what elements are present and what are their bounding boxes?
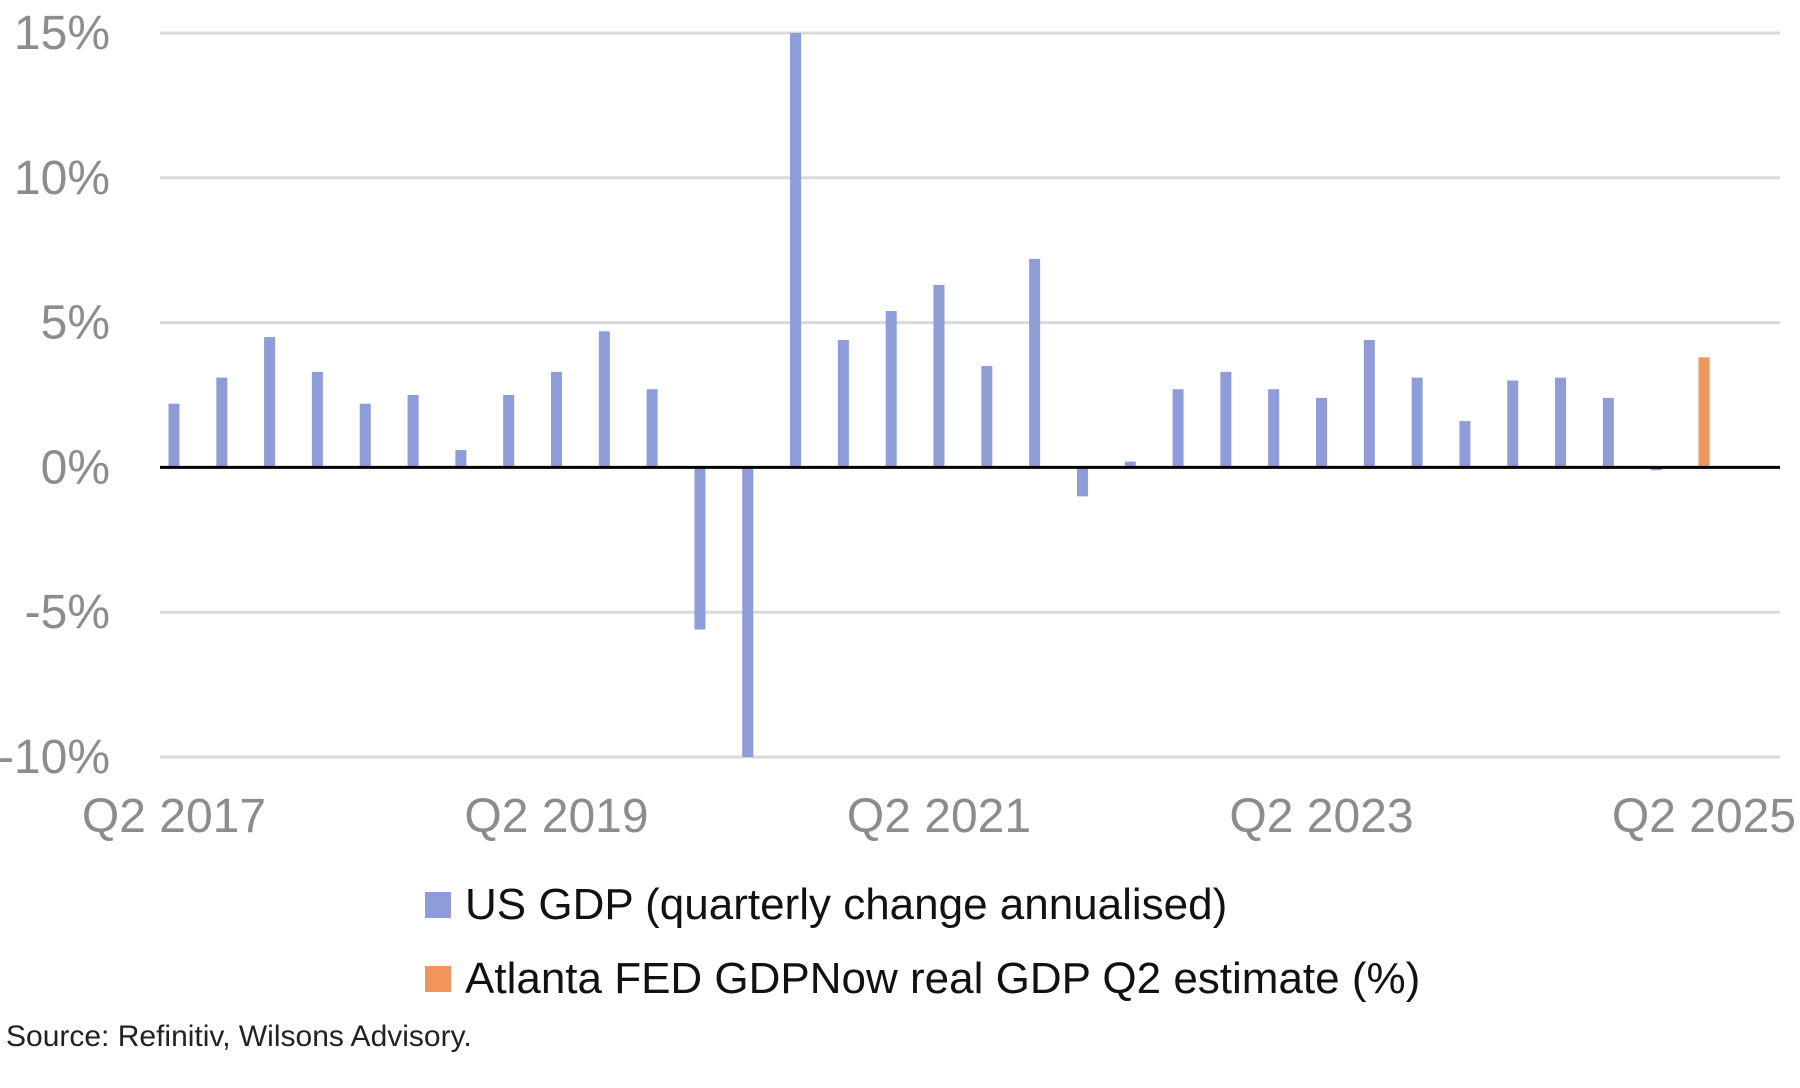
bar-us-gdp	[264, 337, 276, 468]
bar-us-gdp	[1459, 421, 1471, 468]
bar-us-gdp	[1029, 258, 1041, 468]
legend-label-us-gdp: US GDP (quarterly change annualised)	[465, 880, 1228, 929]
chart-legend: US GDP (quarterly change annualised) Atl…	[425, 868, 1420, 1016]
legend-item-gdpnow: Atlanta FED GDPNow real GDP Q2 estimate …	[425, 942, 1420, 1016]
bar-us-gdp	[981, 366, 993, 468]
bar-us-gdp	[933, 284, 945, 468]
bar-gdpnow-estimate	[1698, 357, 1710, 468]
bar-us-gdp	[1602, 397, 1614, 468]
legend-label-gdpnow: Atlanta FED GDPNow real GDP Q2 estimate …	[465, 954, 1421, 1003]
y-tick-label: 10%	[14, 152, 110, 205]
bar-us-gdp	[216, 377, 228, 468]
bar-us-gdp	[1363, 339, 1375, 468]
bar-us-gdp	[1220, 371, 1232, 468]
bar-us-gdp	[551, 371, 562, 468]
bar-us-gdp	[359, 403, 371, 468]
y-tick-label: 5%	[41, 297, 110, 350]
legend-item-us-gdp: US GDP (quarterly change annualised)	[425, 868, 1420, 942]
y-tick-label: -5%	[25, 586, 110, 639]
bar-us-gdp	[455, 450, 467, 468]
bar-us-gdp	[885, 311, 897, 468]
bar-us-gdp	[1411, 377, 1423, 468]
bar-us-gdp	[837, 339, 849, 468]
bar-us-gdp	[1172, 389, 1184, 468]
x-tick-label: Q2 2019	[464, 790, 648, 843]
bar-us-gdp	[646, 389, 658, 468]
bar-us-gdp	[407, 395, 419, 468]
source-note: Source: Refinitiv, Wilsons Advisory.	[6, 1020, 472, 1053]
gdp-bar-chart: 15% 10% 5% 0% -5% -10% Q2 2017 Q2 2019 Q2 2021 Q2…	[0, 7, 1796, 843]
bar-us-gdp	[1507, 380, 1519, 468]
bar-us-gdp	[1124, 461, 1136, 468]
bar-us-gdp	[742, 467, 754, 757]
x-tick-label: Q2 2017	[82, 790, 266, 843]
x-tick-label: Q2 2023	[1229, 790, 1413, 843]
bar-us-gdp	[1316, 397, 1327, 468]
bar-us-gdp	[1076, 467, 1088, 497]
bar-us-gdp	[1268, 389, 1280, 468]
bar-us-gdp	[694, 467, 706, 630]
bar-us-gdp	[311, 371, 323, 468]
y-tick-label: 0%	[41, 441, 110, 494]
bar-us-gdp	[598, 331, 610, 468]
bar-us-gdp	[503, 395, 515, 468]
bar-us-gdp	[1555, 377, 1567, 468]
legend-swatch-gdpnow	[425, 966, 451, 992]
x-tick-label: Q2 2021	[847, 790, 1031, 843]
x-tick-label: Q2 2025	[1612, 790, 1796, 843]
y-tick-label: 15%	[14, 7, 110, 60]
legend-swatch-us-gdp	[425, 892, 451, 918]
y-tick-label: -10%	[0, 731, 110, 784]
bar-us-gdp	[790, 33, 802, 468]
bar-us-gdp	[168, 403, 180, 468]
